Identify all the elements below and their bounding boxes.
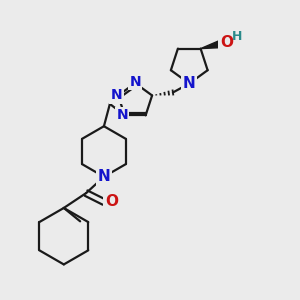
Text: H: H	[232, 30, 242, 43]
Text: O: O	[105, 194, 118, 209]
Text: O: O	[220, 35, 233, 50]
Text: N: N	[116, 108, 128, 122]
Text: N: N	[183, 76, 196, 91]
Polygon shape	[201, 41, 221, 49]
Text: N: N	[129, 75, 141, 88]
Text: N: N	[98, 169, 110, 184]
Text: N: N	[111, 88, 122, 102]
